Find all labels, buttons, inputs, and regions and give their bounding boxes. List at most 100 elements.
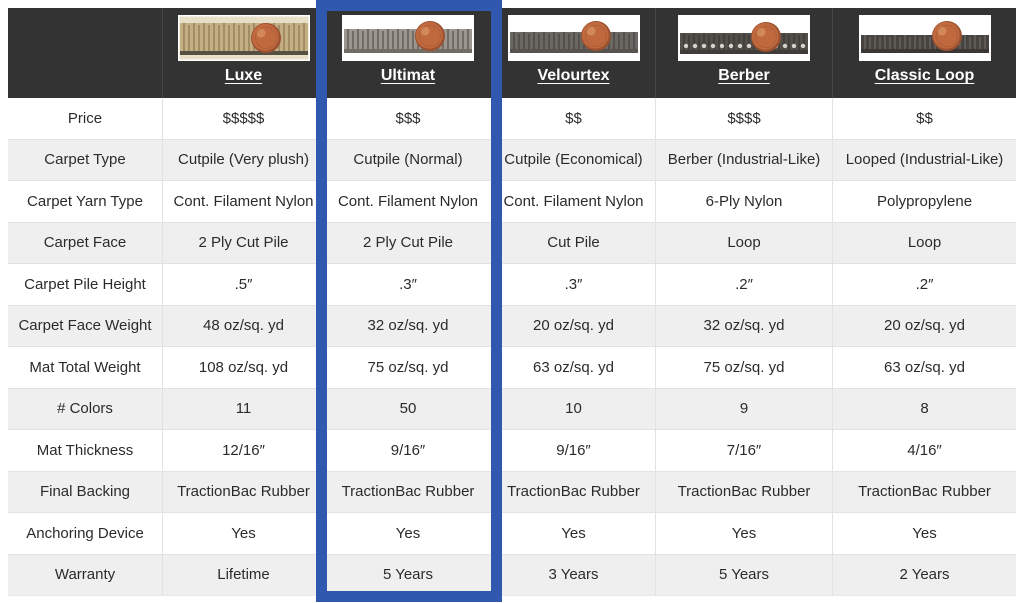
- table-cell-ultimat-carpet-pile-height: .3″: [325, 264, 492, 305]
- table-cell-velourtex-carpet-face: Cut Pile: [492, 222, 656, 263]
- row-label: Anchoring Device: [8, 513, 163, 554]
- penny-icon: [751, 22, 781, 52]
- row-label: Carpet Pile Height: [8, 264, 163, 305]
- table-row-anchoring-device: Anchoring Device Yes Yes Yes Yes Yes: [8, 513, 1016, 555]
- carpet-sample-classic-loop: [858, 15, 991, 61]
- carpet-sample-ultimat: [342, 15, 474, 61]
- table-cell-luxe--colors: 11: [163, 388, 325, 429]
- carpet-sample-berber: [678, 15, 810, 61]
- table-cell-luxe-carpet-face: 2 Ply Cut Pile: [163, 222, 325, 263]
- table-cell-berber--colors: 9: [656, 388, 833, 429]
- table-cell-classic-loop-carpet-face: Loop: [907, 234, 942, 252]
- table-cell-berber-carpet-yarn-type: 6-Ply Nylon: [656, 181, 833, 222]
- table-cell-luxe-carpet-yarn-type: Cont. Filament Nylon: [163, 181, 325, 222]
- carpet-sample-luxe: [177, 15, 310, 61]
- table-cell-ultimat--colors: 50: [325, 388, 492, 429]
- table-row-warranty: Warranty Lifetime 5 Years 3 Years 5 Years 2 Y…: [8, 554, 1016, 596]
- table-row-mat-total-weight: Mat Total Weight 108 oz/sq. yd 75 oz/sq. y…: [8, 347, 1016, 389]
- table-row-carpet-pile-height: Carpet Pile Height .5″ .3″ .3″ .2″ .2″: [8, 264, 1016, 306]
- table-cell-ultimat-carpet-face: 2 Ply Cut Pile: [325, 222, 492, 263]
- product-name-link-luxe[interactable]: Luxe: [224, 67, 263, 84]
- product-name-link-berber[interactable]: Berber: [718, 67, 770, 84]
- product-name-link-ultimat[interactable]: Ultimat: [380, 67, 436, 84]
- row-label: Mat Thickness: [8, 430, 163, 471]
- table-cell-berber-anchoring-device: Yes: [656, 513, 833, 554]
- table-cell-classic-loop-mat-total-weight: 63 oz/sq. yd: [884, 358, 965, 376]
- product-name-link-velourtex[interactable]: Velourtex: [537, 67, 610, 84]
- table-cell-ultimat-mat-thickness: 9/16″: [325, 430, 492, 471]
- table-cell-ultimat-carpet-type: Cutpile (Normal): [325, 139, 492, 180]
- penny-icon: [415, 21, 445, 51]
- table-cell-velourtex-carpet-type: Cutpile (Economical): [492, 139, 656, 180]
- table-cell-ultimat-final-backing: TractionBac Rubber: [325, 471, 492, 512]
- table-cell-luxe-mat-thickness: 12/16″: [163, 430, 325, 471]
- table-cell-luxe-carpet-pile-height: .5″: [163, 264, 325, 305]
- table-cell-velourtex-warranty: 3 Years: [492, 554, 656, 595]
- table-row-price: Price $$$$$ $$$ $$ $$$$ $$: [8, 98, 1016, 140]
- table-header-row: Luxe Ultimat Velourtex Berber Classic Loop: [8, 8, 1016, 98]
- row-label: Warranty: [8, 554, 163, 595]
- table-cell-berber-carpet-pile-height: .2″: [656, 264, 833, 305]
- product-header-velourtex: Velourtex: [492, 8, 656, 98]
- table-cell-velourtex-carpet-yarn-type: Cont. Filament Nylon: [492, 181, 656, 222]
- table-cell-velourtex-anchoring-device: Yes: [492, 513, 656, 554]
- carpet-sample-image: [342, 15, 474, 61]
- table-cell-classic-loop-carpet-yarn-type: Polypropylene: [876, 192, 973, 210]
- table-cell-ultimat-price: $$$: [325, 98, 492, 139]
- header-corner-cell: [8, 8, 163, 98]
- table-cell-ultimat-warranty: 5 Years: [325, 554, 492, 595]
- table-cell-classic-loop-carpet-pile-height: .2″: [915, 275, 934, 293]
- row-label: Price: [8, 98, 163, 139]
- table-cell-ultimat-carpet-face-weight: 32 oz/sq. yd: [325, 305, 492, 346]
- carpet-sample-image: [177, 15, 310, 61]
- table-row-carpet-face: Carpet Face 2 Ply Cut Pile 2 Ply Cut Pile C…: [8, 222, 1016, 264]
- table-row--colors: # Colors 11 50 10 9 8: [8, 388, 1016, 430]
- carpet-sample-velourtex: [507, 15, 640, 61]
- table-row-carpet-face-weight: Carpet Face Weight 48 oz/sq. yd 32 oz/sq. …: [8, 305, 1016, 347]
- carpet-sample-image: [858, 15, 991, 61]
- table-cell-velourtex-final-backing: TractionBac Rubber: [492, 471, 656, 512]
- product-header-berber: Berber: [656, 8, 833, 98]
- table-cell-berber-warranty: 5 Years: [656, 554, 833, 595]
- table-cell-classic-loop-mat-thickness: 4/16″: [907, 441, 942, 459]
- table-cell-luxe-price: $$$$$: [163, 98, 325, 139]
- penny-icon: [580, 21, 611, 51]
- product-header-luxe: Luxe: [163, 8, 325, 98]
- table-cell-luxe-mat-total-weight: 108 oz/sq. yd: [163, 347, 325, 388]
- table-cell-luxe-anchoring-device: Yes: [163, 513, 325, 554]
- table-cell-luxe-final-backing: TractionBac Rubber: [163, 471, 325, 512]
- table-row-final-backing: Final Backing TractionBac Rubber TractionB…: [8, 471, 1016, 513]
- table-cell-classic-loop-anchoring-device: Yes: [912, 524, 937, 542]
- table-cell-berber-final-backing: TractionBac Rubber: [656, 471, 833, 512]
- product-header-ultimat: Ultimat: [325, 8, 492, 98]
- table-cell-classic-loop-price: $$: [916, 109, 933, 127]
- penny-icon: [250, 23, 281, 53]
- product-header-classic-loop: Classic Loop: [833, 8, 1016, 98]
- row-label: Final Backing: [8, 471, 163, 512]
- table-cell-classic-loop-carpet-face-weight: 20 oz/sq. yd: [884, 317, 965, 335]
- table-cell-classic-loop-final-backing: TractionBac Rubber: [858, 483, 991, 501]
- row-label: Carpet Yarn Type: [8, 181, 163, 222]
- table-cell-velourtex-price: $$: [492, 98, 656, 139]
- table-cell-classic-loop-warranty: 2 Years: [899, 566, 950, 584]
- table-cell-berber-mat-thickness: 7/16″: [656, 430, 833, 471]
- product-comparison-table: Luxe Ultimat Velourtex Berber Classic Loop P…: [8, 8, 1016, 596]
- row-label: Carpet Face: [8, 222, 163, 263]
- table-cell-berber-carpet-face-weight: 32 oz/sq. yd: [656, 305, 833, 346]
- table-cell-luxe-carpet-type: Cutpile (Very plush): [163, 139, 325, 180]
- table-cell-velourtex-mat-total-weight: 63 oz/sq. yd: [492, 347, 656, 388]
- table-cell-luxe-warranty: Lifetime: [163, 554, 325, 595]
- table-cell-velourtex-carpet-pile-height: .3″: [492, 264, 656, 305]
- penny-icon: [931, 21, 962, 51]
- table-cell-velourtex-carpet-face-weight: 20 oz/sq. yd: [492, 305, 656, 346]
- table-cell-luxe-carpet-face-weight: 48 oz/sq. yd: [163, 305, 325, 346]
- row-label: Mat Total Weight: [8, 347, 163, 388]
- table-row-carpet-yarn-type: Carpet Yarn Type Cont. Filament Nylon Cont…: [8, 181, 1016, 223]
- row-label: # Colors: [8, 388, 163, 429]
- row-label: Carpet Face Weight: [8, 305, 163, 346]
- table-cell-velourtex-mat-thickness: 9/16″: [492, 430, 656, 471]
- product-name-link-classic-loop[interactable]: Classic Loop: [874, 67, 975, 84]
- row-label: Carpet Type: [8, 139, 163, 180]
- table-row-mat-thickness: Mat Thickness 12/16″ 9/16″ 9/16″ 7/16″ 4/16″: [8, 430, 1016, 472]
